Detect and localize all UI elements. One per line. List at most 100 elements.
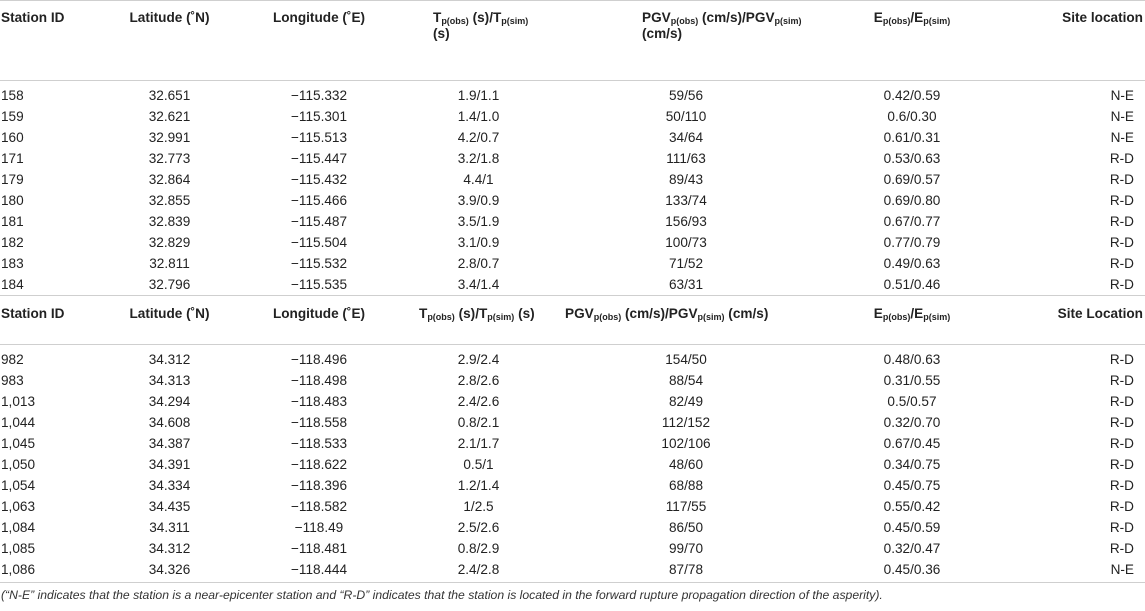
- table-row: 1,063 34.435 −118.582 1/2.5 117/55 0.55/0.42 R…: [0, 496, 1145, 517]
- site-location-cell: R-D: [1109, 478, 1134, 493]
- tp-cell: 2.8/2.6: [457, 373, 500, 388]
- longitude-cell: −115.487: [290, 214, 348, 229]
- pgv-cell: 117/55: [665, 499, 707, 514]
- ep-cell: 0.69/0.80: [883, 193, 941, 208]
- table-row: 180 32.855 −115.466 3.9/0.9 133/74 0.69/0.80 R…: [0, 190, 1145, 211]
- ep-cell: 0.32/0.70: [883, 415, 941, 430]
- latitude-cell: 32.621: [148, 109, 191, 124]
- latitude-cell: 32.651: [148, 88, 191, 103]
- ep-cell: 0.34/0.75: [883, 457, 941, 472]
- longitude-cell: −115.447: [290, 151, 348, 166]
- station-id-cell: 983: [1, 373, 24, 388]
- site-location-cell: R-D: [1109, 373, 1134, 388]
- table-row: 183 32.811 −115.532 2.8/0.7 71/52 0.49/0.63 R-…: [0, 253, 1145, 274]
- latitude-cell: 34.311: [149, 520, 190, 535]
- site-location-cell: R-D: [1109, 151, 1134, 166]
- header-station-id: Station ID: [0, 0, 98, 81]
- site-location-cell: R-D: [1109, 415, 1134, 430]
- station-id-cell: 184: [0, 274, 98, 296]
- site-location-cell: R-D: [1109, 436, 1134, 451]
- station-id-cell: 1,045: [1, 436, 36, 451]
- table-row: 1,084 34.311 −118.49 2.5/2.6 86/50 0.45/0.59 R…: [0, 517, 1145, 538]
- pgv-cell: 71/52: [668, 256, 704, 271]
- site-location-cell: R-D: [1109, 394, 1134, 409]
- site-location-cell: R-D: [1109, 172, 1134, 187]
- station-id-cell: 1,050: [1, 457, 36, 472]
- header-latitude-2: Latitude (˚N): [98, 295, 241, 345]
- latitude-cell: 32.991: [148, 130, 191, 145]
- table-row: 171 32.773 −115.447 3.2/1.8 111/63 0.53/0.63 R…: [0, 148, 1145, 169]
- longitude-cell: −115.535: [241, 274, 397, 296]
- longitude-cell: −115.513: [290, 130, 348, 145]
- station-id-cell: 180: [1, 193, 24, 208]
- pgv-cell: 86/50: [668, 520, 704, 535]
- site-location-cell: R-D: [1109, 256, 1134, 271]
- header-tp: Tp(obs) (s)/Tp(sim) (s): [397, 0, 560, 81]
- latitude-cell: 32.855: [148, 193, 191, 208]
- tp-cell: 2.9/2.4: [457, 352, 500, 367]
- latitude-cell: 32.773: [148, 151, 191, 166]
- table-row: 159 32.621 −115.301 1.4/1.0 50/110 0.6/0.30 N-…: [0, 106, 1145, 127]
- station-id-cell: 1,085: [1, 541, 36, 556]
- pgv-cell: 100/73: [665, 235, 707, 250]
- pgv-cell: 82/49: [668, 394, 704, 409]
- longitude-cell: −115.301: [290, 109, 348, 124]
- footnote: (“N-E” indicates that the station is a n…: [1, 588, 883, 602]
- ep-cell: 0.31/0.55: [883, 373, 941, 388]
- header-site-location: Site location: [1012, 0, 1145, 81]
- header-ep: Ep(obs)/Ep(sim): [812, 0, 1012, 81]
- station-id-cell: 182: [1, 235, 24, 250]
- station-table: Station ID Latitude (˚N) Longitude (˚E) …: [0, 0, 1145, 583]
- station-id-cell: 179: [1, 172, 24, 187]
- tp-cell: 0.8/2.9: [457, 541, 500, 556]
- longitude-cell: −118.49: [294, 520, 344, 535]
- table-row: 1,044 34.608 −118.558 0.8/2.1 112/152 0.32/0.…: [0, 412, 1145, 433]
- header-longitude-2: Longitude (˚E): [241, 295, 397, 345]
- longitude-cell: −118.496: [290, 352, 348, 367]
- ep-cell: 0.69/0.57: [883, 172, 941, 187]
- tp-cell: 1.4/1.0: [457, 109, 500, 124]
- tp-cell: 2.4/2.8: [397, 559, 560, 583]
- latitude-cell: 34.334: [148, 478, 191, 493]
- header-station-id-2: Station ID: [0, 295, 98, 345]
- ep-cell: 0.77/0.79: [883, 235, 941, 250]
- site-location-cell: R-D: [1012, 274, 1145, 296]
- ep-cell: 0.67/0.77: [883, 214, 941, 229]
- pgv-cell: 68/88: [668, 478, 704, 493]
- table-row: 1,050 34.391 −118.622 0.5/1 48/60 0.34/0.75 R-…: [0, 454, 1145, 475]
- longitude-cell: −118.582: [290, 499, 348, 514]
- ep-cell: 0.5/0.57: [887, 394, 937, 409]
- site-location-cell: R-D: [1109, 520, 1134, 535]
- table-row: 983 34.313 −118.498 2.8/2.6 88/54 0.31/0.55 R-…: [0, 370, 1145, 391]
- tp-cell: 0.5/1: [463, 457, 494, 472]
- longitude-cell: −118.622: [290, 457, 348, 472]
- pgv-cell: 50/110: [665, 109, 707, 124]
- latitude-cell: 34.387: [148, 436, 191, 451]
- site-location-cell: N-E: [1110, 88, 1134, 103]
- station-id-cell: 982: [1, 352, 24, 367]
- pgv-cell: 88/54: [668, 373, 704, 388]
- site-location-cell: R-D: [1109, 457, 1134, 472]
- ep-cell: 0.45/0.59: [883, 520, 941, 535]
- pgv-cell: 87/78: [560, 559, 812, 583]
- latitude-cell: 34.608: [148, 415, 191, 430]
- station-id-cell: 160: [1, 130, 24, 145]
- table2-header-row: Station ID Latitude (˚N) Longitude (˚E) …: [0, 295, 1145, 345]
- header-pgv: PGVp(obs) (cm/s)/PGVp(sim) (cm/s): [560, 0, 812, 81]
- tp-cell: 2.8/0.7: [457, 256, 500, 271]
- longitude-cell: −115.532: [290, 256, 348, 271]
- longitude-cell: −118.444: [241, 559, 397, 583]
- ep-cell: 0.45/0.75: [883, 478, 941, 493]
- tp-cell: 3.9/0.9: [457, 193, 500, 208]
- tp-cell: 2.5/2.6: [457, 520, 500, 535]
- tp-cell: 1.2/1.4: [457, 478, 500, 493]
- tp-cell: 3.1/0.9: [457, 235, 500, 250]
- latitude-cell: 32.811: [149, 256, 190, 271]
- station-id-cell: 181: [1, 214, 24, 229]
- table-row: 1,045 34.387 −118.533 2.1/1.7 102/106 0.67/0.…: [0, 433, 1145, 454]
- table-row: 184 32.796 −115.535 3.4/1.4 63/31 0.51/0.46 R-…: [0, 274, 1145, 296]
- pgv-cell: 154/50: [665, 352, 707, 367]
- tp-cell: 3.4/1.4: [397, 274, 560, 296]
- ep-cell: 0.49/0.63: [883, 256, 941, 271]
- pgv-cell: 133/74: [665, 193, 707, 208]
